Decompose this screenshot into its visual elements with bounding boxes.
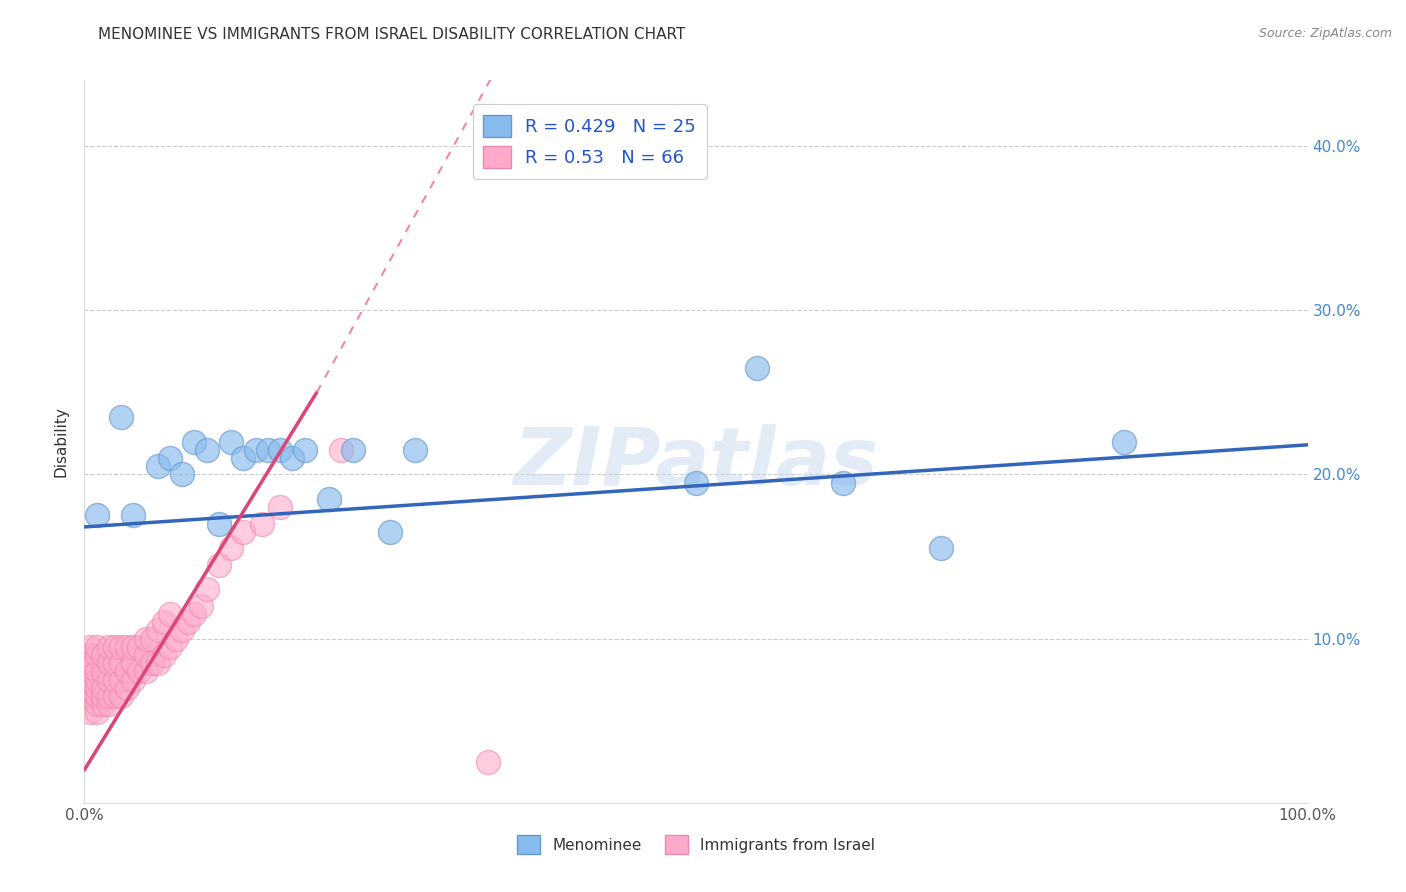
Point bbox=[153, 615, 176, 630]
Point bbox=[86, 673, 108, 687]
Point bbox=[122, 508, 145, 523]
Point bbox=[177, 615, 200, 630]
Point bbox=[195, 442, 218, 457]
Text: ZIPatlas: ZIPatlas bbox=[513, 425, 879, 502]
Point bbox=[86, 698, 108, 712]
Point bbox=[477, 755, 499, 769]
Point bbox=[97, 698, 120, 712]
Point bbox=[79, 681, 101, 695]
Point bbox=[141, 632, 163, 646]
Point bbox=[86, 648, 108, 662]
Point bbox=[104, 657, 127, 671]
Point bbox=[195, 582, 218, 597]
Point bbox=[294, 442, 316, 457]
Text: MENOMINEE VS IMMIGRANTS FROM ISRAEL DISABILITY CORRELATION CHART: MENOMINEE VS IMMIGRANTS FROM ISRAEL DISA… bbox=[98, 27, 686, 42]
Point bbox=[128, 640, 150, 654]
Point bbox=[159, 640, 181, 654]
Text: Source: ZipAtlas.com: Source: ZipAtlas.com bbox=[1258, 27, 1392, 40]
Point bbox=[281, 450, 304, 465]
Y-axis label: Disability: Disability bbox=[53, 406, 69, 477]
Point bbox=[97, 657, 120, 671]
Point bbox=[79, 673, 101, 687]
Point bbox=[128, 665, 150, 679]
Point bbox=[172, 624, 194, 638]
Point bbox=[86, 640, 108, 654]
Point bbox=[159, 450, 181, 465]
Point bbox=[342, 442, 364, 457]
Point bbox=[110, 689, 132, 703]
Point bbox=[86, 706, 108, 720]
Point bbox=[115, 681, 138, 695]
Point bbox=[79, 665, 101, 679]
Point bbox=[831, 475, 853, 490]
Point bbox=[79, 706, 101, 720]
Point bbox=[122, 657, 145, 671]
Point bbox=[747, 360, 769, 375]
Point bbox=[219, 541, 242, 556]
Point bbox=[232, 524, 254, 539]
Point bbox=[91, 689, 114, 703]
Point bbox=[318, 491, 340, 506]
Point bbox=[330, 442, 353, 457]
Point bbox=[91, 648, 114, 662]
Point bbox=[122, 673, 145, 687]
Point bbox=[146, 624, 169, 638]
Point bbox=[86, 508, 108, 523]
Point bbox=[122, 640, 145, 654]
Point bbox=[172, 467, 194, 482]
Point bbox=[219, 434, 242, 449]
Point bbox=[269, 442, 291, 457]
Point bbox=[86, 681, 108, 695]
Point bbox=[104, 689, 127, 703]
Point bbox=[91, 681, 114, 695]
Point bbox=[115, 665, 138, 679]
Point bbox=[685, 475, 707, 490]
Point bbox=[159, 607, 181, 621]
Point bbox=[97, 640, 120, 654]
Point bbox=[245, 442, 267, 457]
Point bbox=[135, 632, 157, 646]
Point bbox=[110, 673, 132, 687]
Point bbox=[153, 648, 176, 662]
Point bbox=[97, 689, 120, 703]
Point bbox=[110, 640, 132, 654]
Point bbox=[110, 409, 132, 424]
Point bbox=[208, 558, 231, 572]
Point bbox=[135, 648, 157, 662]
Point bbox=[79, 648, 101, 662]
Point bbox=[146, 459, 169, 474]
Point bbox=[141, 657, 163, 671]
Point bbox=[104, 673, 127, 687]
Point bbox=[232, 450, 254, 465]
Point bbox=[404, 442, 426, 457]
Point bbox=[104, 640, 127, 654]
Point bbox=[91, 665, 114, 679]
Point bbox=[269, 500, 291, 515]
Point bbox=[97, 673, 120, 687]
Point bbox=[208, 516, 231, 531]
Legend: Menominee, Immigrants from Israel: Menominee, Immigrants from Israel bbox=[510, 830, 882, 860]
Point bbox=[79, 640, 101, 654]
Point bbox=[135, 665, 157, 679]
Point bbox=[183, 607, 205, 621]
Point bbox=[115, 640, 138, 654]
Point bbox=[1114, 434, 1136, 449]
Point bbox=[929, 541, 952, 556]
Point bbox=[86, 689, 108, 703]
Point bbox=[91, 698, 114, 712]
Point bbox=[110, 657, 132, 671]
Point bbox=[86, 665, 108, 679]
Point bbox=[165, 632, 187, 646]
Point bbox=[79, 657, 101, 671]
Point bbox=[183, 434, 205, 449]
Point bbox=[79, 689, 101, 703]
Point bbox=[250, 516, 273, 531]
Point bbox=[257, 442, 280, 457]
Point bbox=[380, 524, 402, 539]
Point bbox=[190, 599, 212, 613]
Point bbox=[146, 657, 169, 671]
